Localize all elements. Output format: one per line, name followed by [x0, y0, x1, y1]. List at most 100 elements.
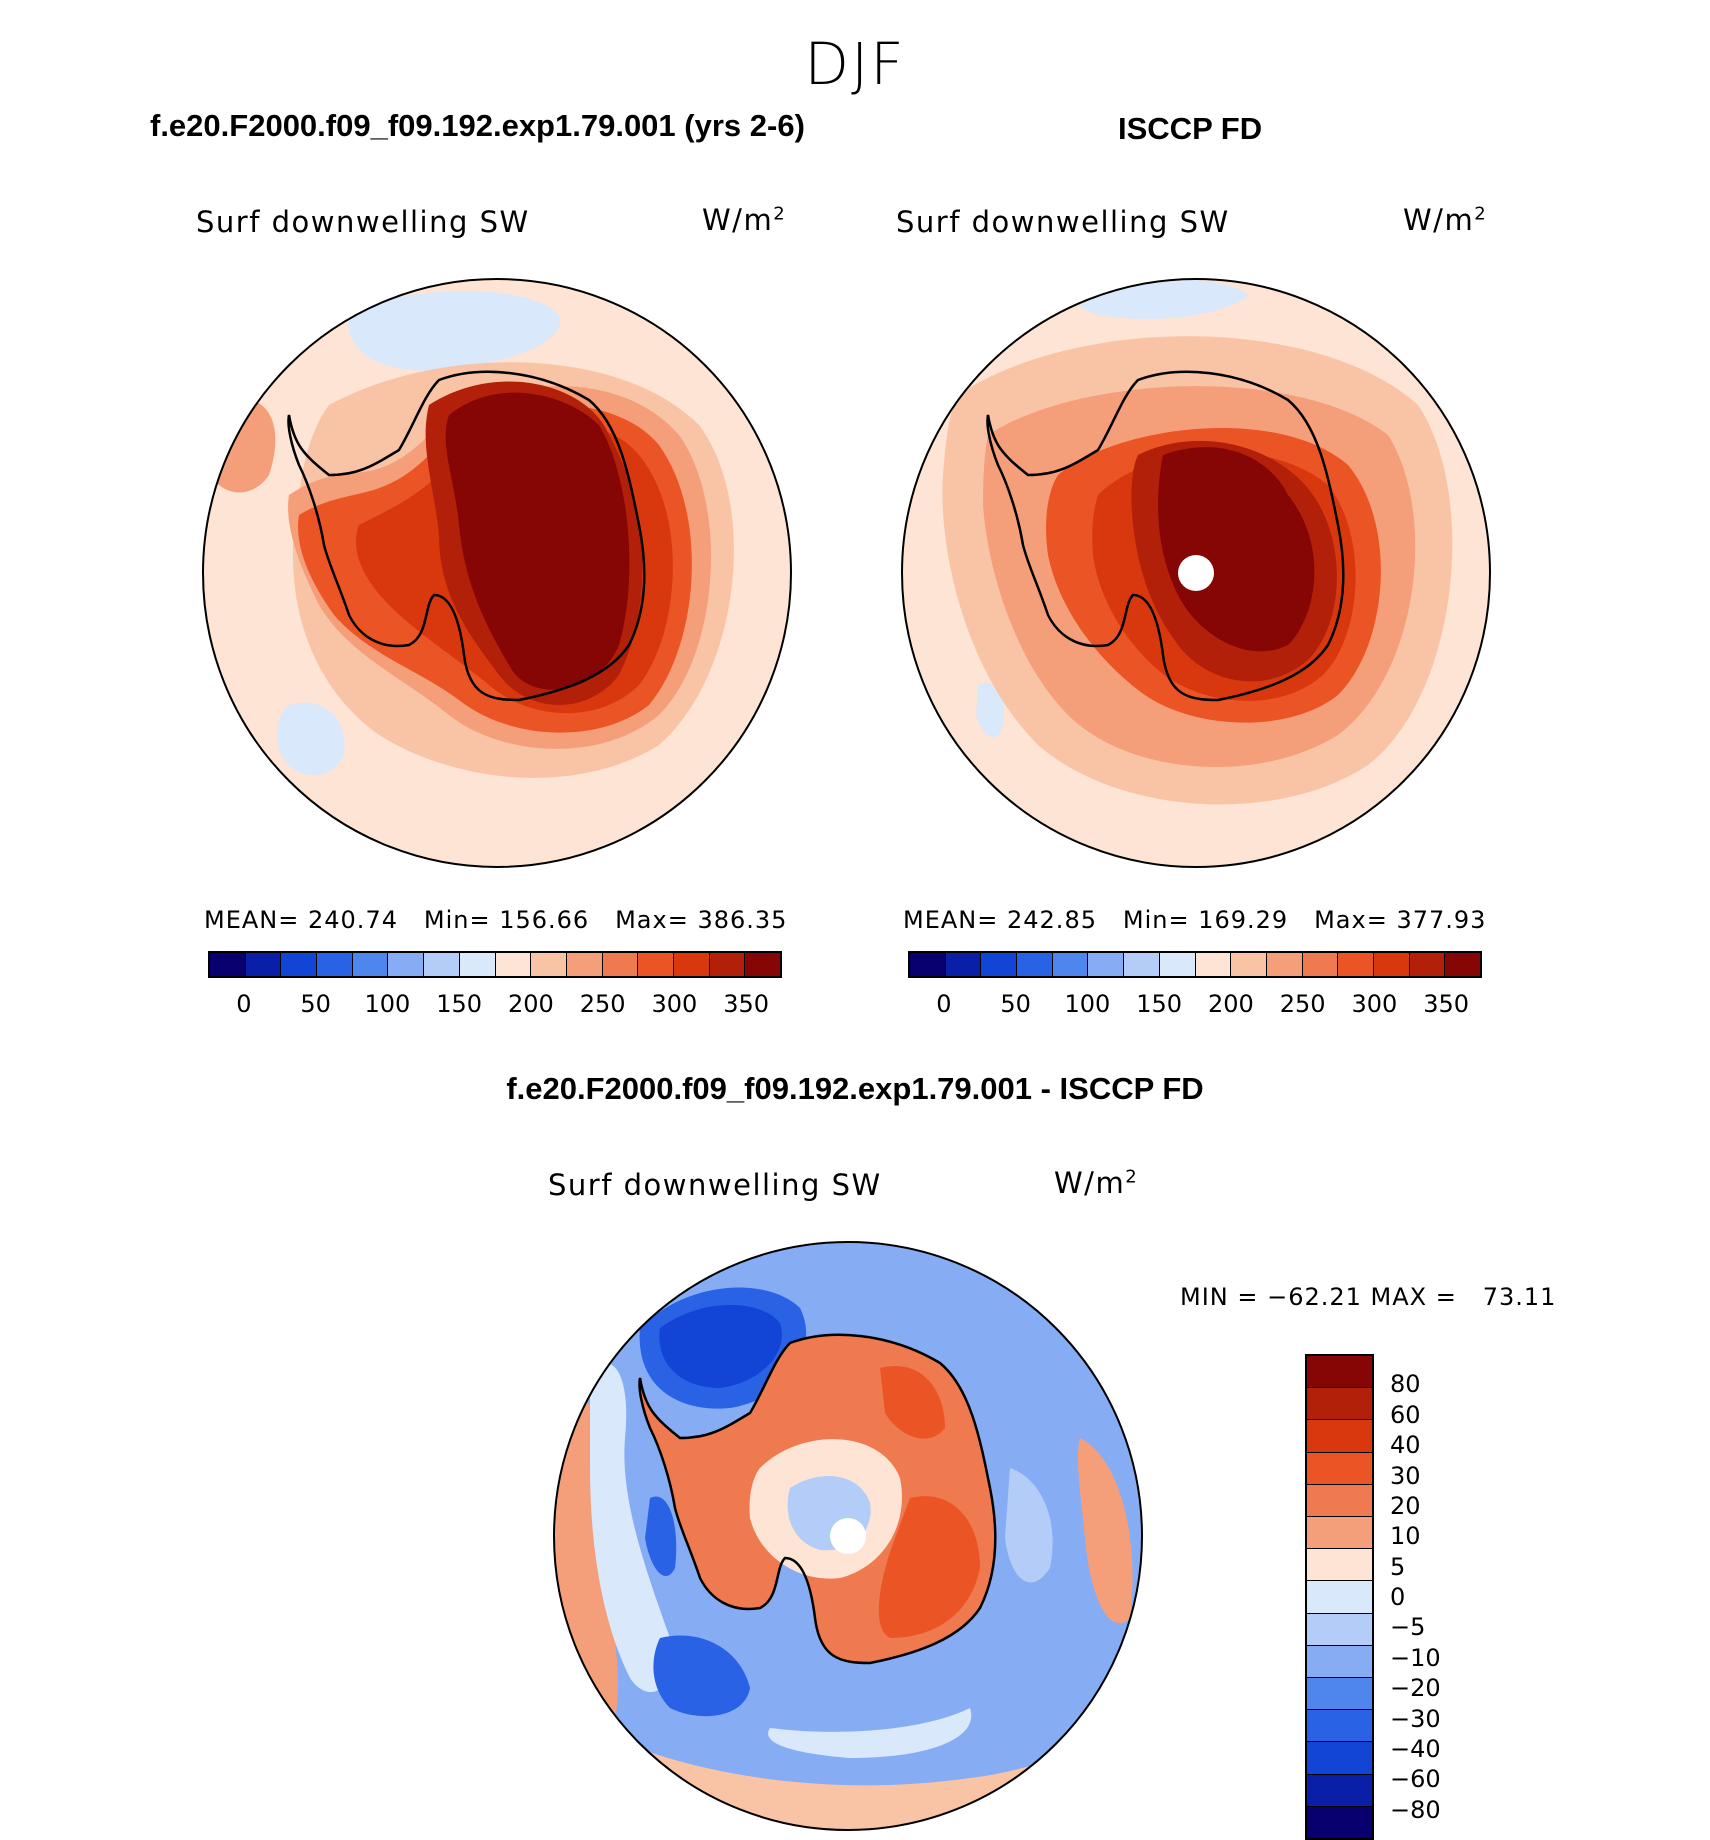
model-mean-value: 240.74	[308, 906, 398, 934]
colorbar-swatch	[945, 953, 982, 976]
colorbar-tick-label: 50	[1000, 990, 1031, 1018]
colorbar-swatch	[1307, 1645, 1372, 1679]
diff-antarctica-coastline	[638, 1333, 997, 1665]
colorbar-tick-label: −30	[1390, 1704, 1441, 1733]
diff-panel-title: f.e20.F2000.f09_f09.192.exp1.79.001 - IS…	[506, 1071, 1204, 1106]
colorbar-swatch	[981, 953, 1018, 976]
obs-variable-label: Surf downwelling SW	[896, 205, 1230, 239]
colorbar-tick-label: 350	[723, 990, 770, 1018]
colorbar-swatch	[1307, 1549, 1372, 1582]
diff-positive-bias-region	[1077, 1438, 1133, 1624]
colorbar-tick-label: −60	[1390, 1765, 1441, 1794]
diff-neutral-bias-region	[1005, 1468, 1053, 1583]
colorbar-tick-label: −5	[1390, 1613, 1426, 1642]
colorbar-tick-label: 10	[1390, 1522, 1421, 1551]
colorbar-tick-label: 250	[1279, 990, 1326, 1018]
model-polar-map	[202, 278, 792, 868]
obs-max-value: 377.93	[1396, 906, 1487, 934]
model-antarctica-coastline	[287, 370, 646, 702]
colorbar-swatch	[1017, 953, 1053, 976]
model-max-value: 386.35	[697, 906, 788, 934]
colorbar-swatch	[245, 953, 282, 976]
colorbar-swatch	[1307, 1710, 1372, 1743]
season-title: DJF	[804, 30, 906, 98]
colorbar-swatch	[1307, 1388, 1372, 1421]
model-min-value: 156.66	[499, 906, 590, 934]
colorbar-swatch	[1445, 953, 1480, 976]
colorbar-swatch	[317, 953, 353, 976]
diff-map-border	[553, 1241, 1143, 1831]
colorbar-swatch	[1409, 953, 1446, 976]
colorbar-swatch	[745, 953, 780, 976]
diff-negative-bias-region	[659, 1304, 782, 1388]
diff-variable-label: Surf downwelling SW	[548, 1168, 882, 1202]
colorbar-tick-label: 0	[936, 990, 952, 1018]
model-map-border	[202, 278, 792, 868]
diff-neutral-bias-region	[768, 1708, 972, 1758]
colorbar-tick-label: −20	[1390, 1674, 1441, 1703]
colorbar-swatch	[281, 953, 318, 976]
colorbar-tick-label: 100	[364, 990, 411, 1018]
diff-positive-bias-region	[880, 1366, 945, 1439]
model-max-sw-core	[445, 392, 630, 690]
colorbar-swatch	[566, 953, 603, 976]
colorbar-tick-label: 200	[1207, 990, 1254, 1018]
colorbar-swatch	[531, 953, 567, 976]
model-sw-band	[204, 398, 276, 493]
diff-polar-map	[553, 1241, 1143, 1831]
colorbar-swatch	[673, 953, 710, 976]
obs-max-sw-core	[1158, 447, 1315, 652]
model-colorbar	[208, 951, 782, 978]
colorbar-swatch	[1124, 953, 1160, 976]
colorbar-swatch	[1307, 1581, 1372, 1614]
colorbar-tick-label: 0	[1390, 1583, 1406, 1611]
colorbar-tick-label: 40	[1390, 1431, 1421, 1460]
colorbar-tick-label: 50	[300, 990, 331, 1018]
colorbar-swatch	[1307, 1806, 1372, 1839]
colorbar-swatch	[1088, 953, 1125, 976]
diff-minmax: MIN = −62.21 MAX = 73.11	[1180, 1283, 1557, 1311]
model-variable-label: Surf downwelling SW	[196, 205, 530, 239]
colorbar-tick-label: 150	[436, 990, 483, 1018]
obs-units-label: W/m2	[1403, 203, 1488, 237]
colorbar-swatch	[1338, 953, 1374, 976]
colorbar-swatch	[459, 953, 496, 976]
colorbar-swatch	[1307, 1420, 1372, 1453]
colorbar-tick-label: 5	[1390, 1552, 1406, 1581]
obs-colorbar-ticks: 0 50 100 150 200 250 300 350	[908, 990, 1482, 1020]
obs-colorbar	[908, 951, 1482, 978]
diff-negative-bias-region	[645, 1496, 677, 1577]
colorbar-swatch	[1159, 953, 1196, 976]
colorbar-tick-label: −80	[1390, 1795, 1441, 1824]
colorbar-swatch	[1307, 1484, 1372, 1518]
colorbar-swatch	[210, 953, 246, 976]
diff-pole-missing-data	[830, 1518, 866, 1554]
colorbar-tick-label: −10	[1390, 1643, 1441, 1672]
model-low-sw-patch	[277, 702, 345, 776]
diff-colorbar-ticks: 80 60 40 30 20 10 5 0 −5 −10 −20 −30 −40 −60 −80	[1390, 1354, 1490, 1840]
colorbar-swatch	[1307, 1613, 1372, 1646]
colorbar-swatch	[1231, 953, 1267, 976]
colorbar-tick-label: 100	[1064, 990, 1111, 1018]
obs-panel-title: ISCCP FD	[1118, 111, 1263, 146]
diff-positive-bias-region	[878, 1496, 980, 1638]
colorbar-tick-label: 200	[507, 990, 554, 1018]
colorbar-swatch	[1195, 953, 1232, 976]
colorbar-swatch	[1307, 1452, 1372, 1485]
diff-negative-bias-region	[653, 1635, 750, 1717]
obs-antarctica-coastline	[986, 370, 1345, 702]
diff-colorbar	[1305, 1354, 1374, 1840]
obs-min-value: 169.29	[1198, 906, 1289, 934]
obs-stats: MEAN= 242.85 Min= 169.29 Max= 377.93	[903, 906, 1487, 934]
model-panel-title: f.e20.F2000.f09_f09.192.exp1.79.001 (yrs…	[150, 108, 805, 143]
obs-low-sw-patch	[976, 682, 1004, 738]
model-colorbar-ticks: 0 50 100 150 200 250 300 350	[208, 990, 782, 1020]
colorbar-swatch	[1302, 953, 1339, 976]
obs-polar-map	[901, 278, 1491, 868]
colorbar-tick-label: 80	[1390, 1370, 1421, 1399]
colorbar-tick-label: 250	[579, 990, 626, 1018]
colorbar-swatch	[388, 953, 425, 976]
colorbar-swatch	[910, 953, 946, 976]
colorbar-swatch	[495, 953, 532, 976]
colorbar-swatch	[352, 953, 389, 976]
